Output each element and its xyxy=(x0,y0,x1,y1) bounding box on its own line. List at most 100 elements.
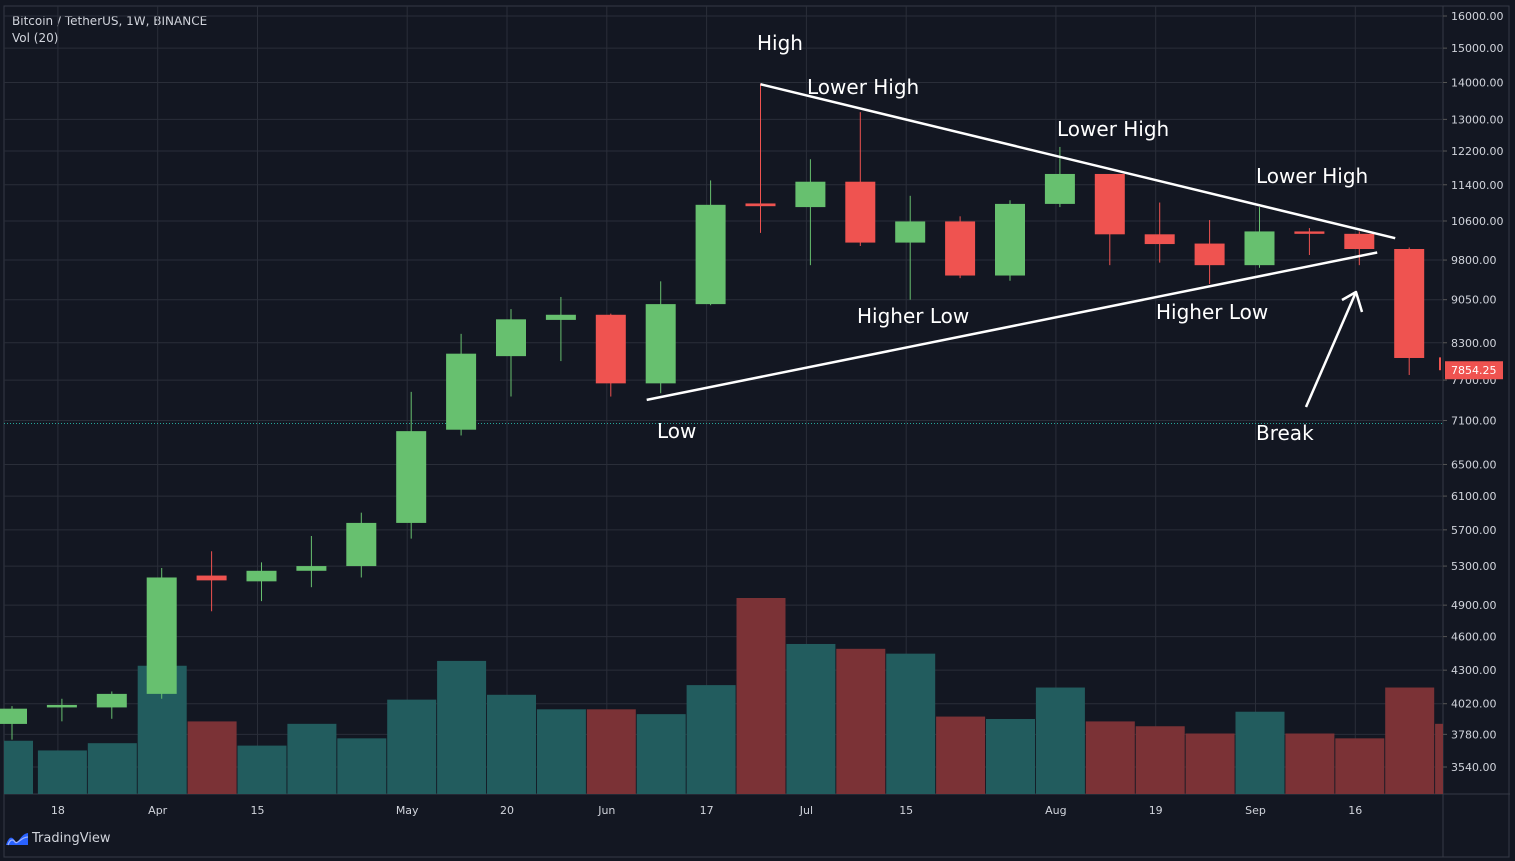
volume-bar xyxy=(686,685,736,794)
price-tick-label: 9050.00 xyxy=(1451,294,1497,307)
break-arrow-head xyxy=(1341,290,1364,313)
annotation-label: Lower High xyxy=(1256,164,1368,188)
price-axis: 16000.00 15000.00 14000.00 13000.00 12200.00… xyxy=(1443,10,1504,774)
volume-bar xyxy=(437,660,487,794)
volume-bar xyxy=(1335,738,1385,794)
candle-down xyxy=(745,203,776,207)
volume-indicator-label[interactable]: Vol (20) xyxy=(12,31,59,45)
volume-bar xyxy=(287,723,337,794)
volume-bar xyxy=(1285,733,1335,794)
volume-bar xyxy=(1085,721,1135,794)
price-tick-label: 6100.00 xyxy=(1451,490,1497,503)
annotation-label: Higher Low xyxy=(1156,300,1268,324)
chart-frame xyxy=(3,5,1510,858)
price-tick-label: 16000.00 xyxy=(1451,10,1504,23)
price-tick-label: 4300.00 xyxy=(1451,664,1497,677)
volume-bar xyxy=(1385,687,1435,794)
volume-bar xyxy=(836,648,886,794)
time-tick-label: 15 xyxy=(899,804,913,817)
time-tick-label: May xyxy=(396,804,419,817)
time-tick-label: Apr xyxy=(148,804,168,817)
time-tick-label: Sep xyxy=(1245,804,1266,817)
candle-up xyxy=(246,570,277,582)
last-price-badge xyxy=(1445,361,1503,380)
candle-up xyxy=(0,708,27,724)
price-tick-label: 13000.00 xyxy=(1451,113,1504,126)
volume-bar xyxy=(87,743,137,794)
time-tick-label: Aug xyxy=(1045,804,1066,817)
price-tick-label: 8300.00 xyxy=(1451,337,1497,350)
candle-down xyxy=(1144,234,1175,245)
candle-up xyxy=(396,431,427,523)
price-tick-label: 6500.00 xyxy=(1451,458,1497,471)
volume-bar xyxy=(786,643,836,794)
last-price-label: 7854.25 xyxy=(1451,364,1497,377)
candle-up xyxy=(296,566,327,571)
volume-bar xyxy=(4,740,33,794)
candle-up xyxy=(96,693,127,708)
time-tick-label: 17 xyxy=(700,804,714,817)
volume-bar xyxy=(936,716,986,794)
candle-up xyxy=(695,204,726,305)
price-tick-label: 10600.00 xyxy=(1451,215,1504,228)
time-tick-label: 20 xyxy=(500,804,514,817)
price-tick-label: 12200.00 xyxy=(1451,145,1504,158)
candle-up xyxy=(146,577,177,694)
candle-up xyxy=(795,181,826,208)
trendline-upper xyxy=(760,83,1396,240)
annotation-label: Lower High xyxy=(1057,117,1169,141)
volume-bar xyxy=(586,709,636,794)
price-tick-label: 14000.00 xyxy=(1451,76,1504,89)
candle-down xyxy=(1094,173,1125,235)
price-tick-label: 3540.00 xyxy=(1451,761,1497,774)
candle-down xyxy=(1394,249,1425,358)
volume-bar xyxy=(187,721,237,794)
candle-up xyxy=(346,522,377,567)
volume-bars xyxy=(4,598,1443,794)
price-tick-label: 9800.00 xyxy=(1451,254,1497,267)
time-tick-label: 15 xyxy=(251,804,265,817)
volume-bar xyxy=(1035,687,1085,794)
annotation-label: Lower High xyxy=(807,75,919,99)
candle-down xyxy=(595,314,626,384)
candle-up xyxy=(46,704,77,708)
trendline-lower xyxy=(646,251,1378,402)
price-tick-label: 15000.00 xyxy=(1451,42,1504,55)
price-tick-label: 5300.00 xyxy=(1451,560,1497,573)
candle-down xyxy=(196,575,227,581)
tradingview-logo[interactable]: TradingView xyxy=(6,831,111,846)
candle-up xyxy=(645,304,676,384)
price-tick-label: 5700.00 xyxy=(1451,524,1497,537)
candle-up xyxy=(995,203,1025,276)
volume-bar xyxy=(1135,726,1185,794)
time-tick-label: Jun xyxy=(597,804,615,817)
price-tick-label: 4020.00 xyxy=(1451,698,1497,711)
candle-up xyxy=(1244,231,1275,266)
volume-bar xyxy=(636,714,686,794)
time-tick-label: Jul xyxy=(799,804,813,817)
chart-grid xyxy=(3,5,1510,858)
volume-bar xyxy=(536,709,586,794)
volume-bar xyxy=(1235,711,1285,794)
time-tick-label: 16 xyxy=(1348,804,1362,817)
volume-bar xyxy=(487,694,536,794)
volume-bar xyxy=(37,750,87,794)
candle-down xyxy=(1294,231,1325,234)
candle-up xyxy=(496,319,526,357)
candle-down xyxy=(1194,243,1225,266)
annotation-label: Low xyxy=(657,419,696,443)
volume-bar xyxy=(1435,723,1443,794)
annotation-label: Break xyxy=(1256,421,1314,445)
candle-down xyxy=(845,181,876,243)
volume-bar xyxy=(736,598,786,794)
candlesticks xyxy=(0,83,1441,740)
annotation-label: High xyxy=(757,31,803,55)
candle-up xyxy=(545,314,576,320)
volume-bar xyxy=(237,745,287,794)
price-tick-label: 4600.00 xyxy=(1451,631,1497,644)
price-tick-label: 3780.00 xyxy=(1451,728,1497,741)
price-tick-label: 11400.00 xyxy=(1451,179,1504,192)
candle-up xyxy=(895,221,926,243)
